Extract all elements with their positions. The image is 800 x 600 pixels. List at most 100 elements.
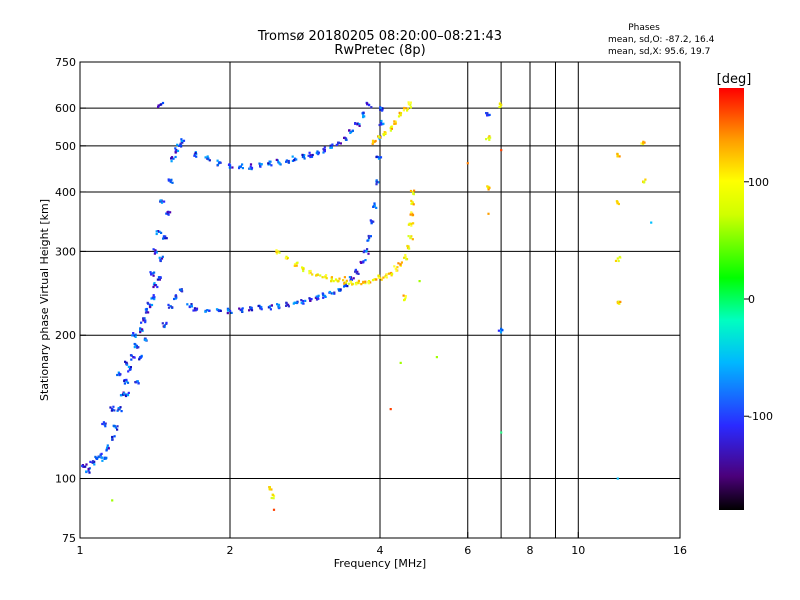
scatter-point	[295, 264, 298, 267]
scatter-point	[167, 306, 171, 309]
scatter-point	[127, 370, 130, 373]
scatter-point	[399, 114, 402, 117]
scatter-point	[498, 102, 501, 106]
scatter-point	[325, 277, 328, 280]
scatter-point	[328, 290, 332, 294]
scatter-point	[349, 280, 353, 283]
scatter-point	[322, 148, 325, 151]
scatter-point	[148, 303, 151, 306]
scatter-point	[322, 296, 325, 299]
scatter-point	[231, 166, 234, 169]
scatter-point	[152, 285, 155, 289]
scatter-point	[323, 150, 326, 153]
scatter-point	[310, 155, 314, 158]
scatter-point	[167, 178, 170, 181]
scatter-point	[402, 109, 405, 112]
scatter-point	[385, 273, 388, 276]
scatter-point	[118, 373, 121, 376]
scatter-point	[301, 266, 304, 269]
scatter-point	[362, 251, 365, 254]
scatter-point	[618, 155, 621, 158]
scatter-point	[238, 165, 241, 168]
scatter-point	[152, 248, 155, 251]
scatter-point	[410, 224, 413, 227]
scatter-point	[382, 276, 385, 279]
scatter-point	[88, 467, 91, 470]
scatter-point	[394, 267, 397, 270]
scatter-point	[314, 296, 317, 299]
scatter-point	[352, 277, 355, 280]
scatter-point	[105, 449, 108, 452]
scatter-point	[114, 426, 117, 429]
scatter-point	[153, 282, 156, 285]
scatter-point	[125, 380, 128, 383]
scatter-point	[489, 136, 492, 139]
scatter-point	[268, 305, 271, 308]
scatter-point	[384, 275, 387, 278]
scatter-point	[249, 306, 252, 309]
scatter-point	[335, 143, 338, 146]
scatter-point	[362, 281, 365, 284]
scatter-point	[112, 405, 115, 408]
scatter-point	[104, 422, 107, 425]
scatter-point	[316, 152, 319, 155]
y-tick-label: 750	[55, 56, 76, 69]
scatter-point	[411, 212, 414, 215]
scatter-point	[105, 456, 108, 459]
scatter-point	[302, 267, 305, 270]
scatter-point	[93, 460, 96, 463]
scatter-point	[123, 379, 126, 383]
scatter-point	[158, 230, 161, 233]
scatter-point	[153, 298, 156, 301]
scatter-point	[322, 151, 325, 154]
scatter-point	[133, 346, 136, 349]
scatter-point	[174, 155, 177, 159]
scatter-point	[285, 304, 288, 307]
scatter-point	[378, 137, 381, 141]
scatter-point	[216, 159, 219, 162]
scatter-point	[308, 272, 311, 275]
scatter-point	[82, 465, 85, 468]
scatter-point	[394, 122, 397, 125]
scatter-point	[391, 272, 394, 276]
scatter-point	[275, 252, 278, 255]
scatter-point	[260, 306, 263, 309]
scatter-point	[173, 297, 176, 301]
scatter-point	[407, 235, 410, 238]
scatter-point	[343, 276, 346, 279]
scatter-point	[347, 282, 350, 285]
scatter-point	[163, 325, 166, 329]
scatter-point	[125, 361, 128, 364]
scatter-point	[226, 309, 230, 312]
scatter-point	[104, 425, 107, 428]
scatter-point	[409, 101, 412, 104]
scatter-point	[174, 297, 177, 300]
scatter-point	[377, 274, 381, 277]
scatter-point	[371, 139, 375, 142]
scatter-point	[295, 301, 298, 304]
scatter-point	[364, 282, 367, 285]
scatter-point	[323, 146, 326, 149]
scatter-point	[376, 155, 379, 159]
scatter-point	[116, 425, 119, 428]
scatter-point	[317, 297, 320, 300]
scatter-point	[163, 237, 166, 240]
scatter-point	[311, 273, 314, 276]
scatter-point	[150, 297, 153, 300]
scatter-point	[175, 149, 178, 152]
scatter-point	[143, 317, 146, 320]
scatter-point	[208, 309, 211, 312]
scatter-point	[344, 138, 348, 141]
scatter-point	[272, 497, 275, 500]
scatter-point	[134, 333, 137, 336]
scatter-point	[116, 373, 119, 377]
scatter-point	[334, 278, 338, 281]
scatter-point	[319, 274, 322, 277]
scatter-point	[389, 408, 392, 411]
scatter-point	[124, 394, 128, 398]
scatter-point	[378, 123, 381, 127]
scatter-point	[487, 136, 490, 139]
scatter-point	[101, 456, 104, 459]
y-tick-label: 100	[55, 473, 76, 486]
scatter-point	[293, 157, 297, 160]
